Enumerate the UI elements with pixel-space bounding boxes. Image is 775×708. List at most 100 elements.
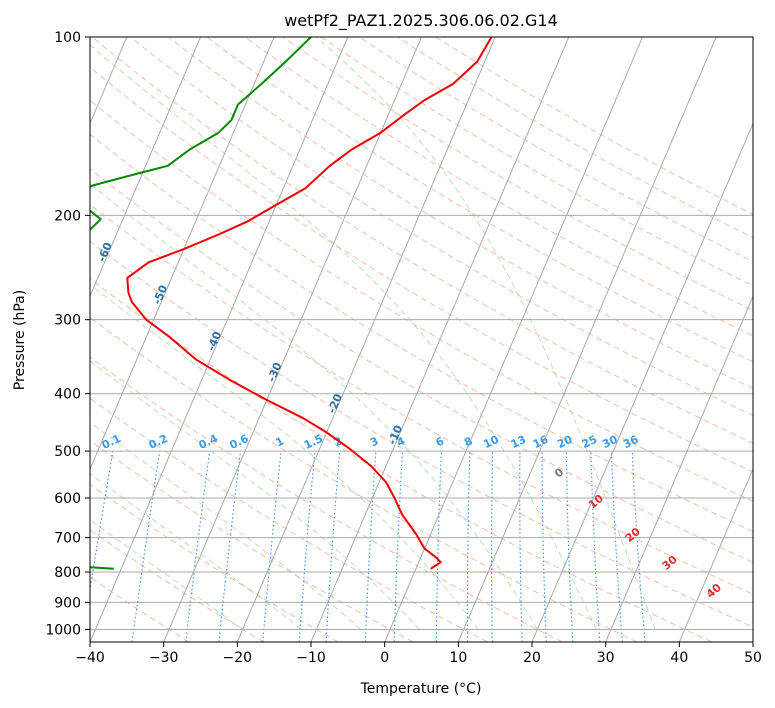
dry-adiabat — [90, 168, 753, 563]
x-tick-label: −30 — [149, 650, 179, 666]
y-tick-label: 800 — [54, 565, 81, 581]
mixing-ratio-line — [610, 451, 623, 642]
mixing-ratio-line — [519, 451, 523, 642]
isotherm-line — [236, 37, 496, 642]
dry-adiabat — [90, 440, 414, 642]
series-layer — [90, 37, 493, 570]
mixing-ratio-label: 30 — [600, 433, 620, 451]
dry-adiabat — [90, 397, 488, 642]
x-axis: −40 −30 −20 −10 0 10 20 30 40 50 — [75, 642, 762, 666]
dry-adiabat-label: 20 — [623, 525, 643, 545]
isotherm-label: -80 — [0, 143, 9, 167]
mixing-ratio-line — [466, 451, 471, 642]
y-tick-label: 200 — [54, 208, 81, 224]
moist-adiabat — [315, 37, 656, 630]
dry-adiabat — [206, 37, 753, 363]
x-tick-label: 40 — [670, 650, 688, 666]
y-axis: 1000 900 800 700 600 500 400 300 200 100 — [45, 30, 90, 638]
y-tick-label: 400 — [54, 387, 81, 403]
dry-adiabat — [168, 37, 753, 389]
dry-adiabat — [90, 133, 753, 533]
dry-adiabat — [90, 278, 712, 642]
dry-adiabat — [91, 37, 753, 444]
mixing-ratio-label: 1 — [273, 434, 285, 449]
x-tick-label: 20 — [523, 650, 541, 666]
mixing-ratio-line — [565, 451, 574, 642]
mixing-ratio-label: 8 — [462, 434, 474, 449]
mixing-ratio-line — [185, 451, 211, 642]
mixing-ratio-line — [90, 451, 114, 594]
y-tick-label: 700 — [54, 531, 81, 547]
dry-adiabat — [90, 66, 753, 473]
dry-adiabat — [90, 203, 753, 595]
x-tick-label: 10 — [449, 650, 467, 666]
moist-adiabat — [90, 360, 420, 630]
isotherm-line — [90, 37, 275, 471]
chart-title: wetPf2_PAZ1.2025.306.06.02.G14 — [284, 11, 558, 31]
isotherm-line — [163, 37, 422, 642]
isotherm-line — [605, 295, 753, 642]
dry-adiabat — [90, 483, 339, 642]
x-tick-label: −40 — [75, 650, 105, 666]
dry-adiabat — [90, 240, 753, 628]
mixing-ratio-line — [631, 451, 646, 642]
mixing-ratio-label: 0.4 — [197, 432, 220, 452]
moist-adiabat — [90, 44, 597, 630]
mixing-ratio-label: 1.5 — [302, 432, 325, 452]
mixing-ratio-line — [435, 451, 442, 642]
isotherm-line — [752, 640, 753, 642]
dry-adiabat-label: 40 — [704, 581, 724, 601]
dry-adiabat — [90, 576, 190, 642]
mixing-ratio-label: 3 — [368, 434, 380, 449]
isotherm-label: -70 — [45, 186, 65, 210]
dry-adiabat — [282, 37, 753, 312]
isotherm-line — [310, 37, 570, 642]
isotherm-line — [90, 37, 349, 642]
moist-adiabat — [90, 283, 479, 630]
mixing-ratio-label: 16 — [531, 433, 551, 451]
x-tick-label: −10 — [296, 650, 326, 666]
mixing-ratio-label: 20 — [555, 433, 575, 451]
x-tick-label: 30 — [597, 650, 615, 666]
mixing-ratio-label: 0.2 — [147, 432, 170, 452]
moist-adiabat — [90, 473, 302, 630]
mixing-ratio-label: 0.1 — [100, 432, 123, 452]
x-axis-label: Temperature (°C) — [360, 681, 482, 697]
dry-adiabat — [244, 37, 753, 337]
background-lines — [90, 37, 753, 642]
x-tick-label: −20 — [223, 650, 253, 666]
dry-adiabat-label: 30 — [660, 553, 680, 573]
x-tick-label: 0 — [380, 650, 389, 666]
dry-adiabat-label: 0 — [552, 465, 566, 480]
mixing-ratio-line — [364, 451, 377, 642]
dry-adiabat — [90, 316, 638, 642]
isotherm-line — [678, 467, 753, 642]
mixing-ratio-line — [490, 451, 494, 642]
y-tick-label: 600 — [54, 491, 81, 507]
isotherm-line — [384, 37, 643, 642]
mixing-ratio-label: 13 — [509, 433, 528, 451]
plot-frame — [89, 36, 754, 643]
y-tick-label: 1000 — [45, 622, 81, 638]
y-tick-label: 100 — [54, 30, 81, 46]
dry-adiabat — [130, 37, 753, 417]
dry-adiabat — [359, 37, 753, 262]
x-tick-label: 50 — [744, 650, 762, 666]
y-tick-label: 300 — [54, 313, 81, 329]
mixing-ratio-label: 0.6 — [227, 432, 250, 452]
dew-point-line — [90, 37, 312, 570]
y-axis-label: Pressure (hPa) — [12, 290, 28, 390]
isotherm-line — [457, 37, 717, 642]
mixing-ratio-label: 10 — [481, 433, 501, 451]
mixing-ratio-line — [131, 451, 161, 642]
dry-adiabat — [435, 37, 753, 215]
mixing-ratio-line — [298, 451, 316, 642]
mixing-ratio-label: 25 — [580, 433, 599, 451]
y-tick-label: 900 — [54, 595, 81, 611]
mixing-ratio-label: 36 — [621, 433, 641, 451]
mixing-ratio-line — [218, 451, 242, 642]
dry-adiabat — [90, 356, 563, 642]
mixing-ratio-label: 6 — [434, 434, 447, 449]
moist-adiabat — [90, 183, 538, 630]
